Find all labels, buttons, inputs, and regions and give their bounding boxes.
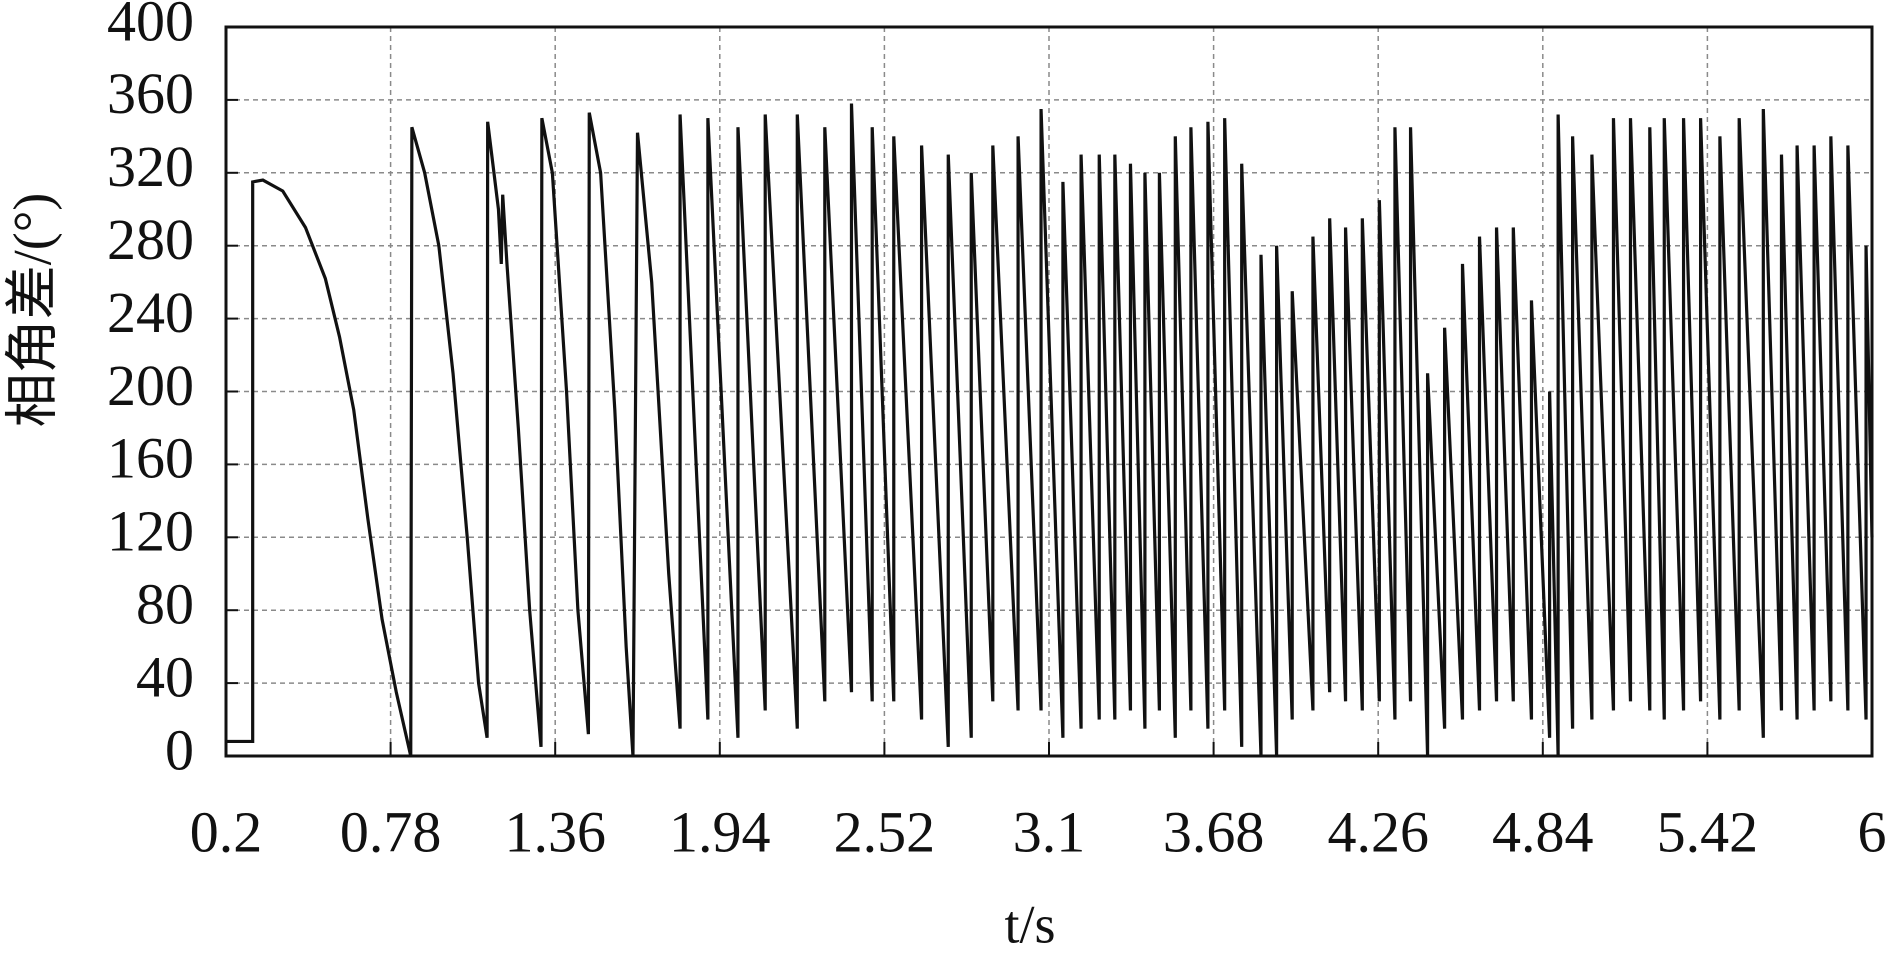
x-tick-label: 1.94 — [669, 799, 771, 864]
x-tick-label: 2.52 — [834, 799, 936, 864]
grid — [225, 26, 1873, 757]
y-tick-label: 120 — [107, 499, 194, 564]
x-tick-label: 3.1 — [1013, 799, 1086, 864]
y-tick-label: 320 — [107, 134, 194, 199]
x-tick-label: 4.84 — [1492, 799, 1594, 864]
y-tick-label: 280 — [107, 207, 194, 272]
labels: 0 40 80 120 160 200 240 280 320 360 400 0.2 0.78 1.36… — [107, 0, 1887, 864]
y-tick-label: 400 — [107, 0, 194, 53]
data-line — [226, 103, 1874, 757]
y-tick-label: 80 — [136, 572, 194, 637]
x-tick-label: 3.68 — [1163, 799, 1265, 864]
y-tick-label: 40 — [136, 644, 194, 709]
y-tick-label: 160 — [107, 426, 194, 491]
plot-lines — [226, 103, 1874, 757]
x-tick-label: 1.36 — [504, 799, 606, 864]
x-tick-label: 4.26 — [1327, 799, 1429, 864]
y-tick-label: 240 — [107, 280, 194, 345]
y-axis-title: 相角差/(°) — [2, 193, 62, 428]
x-tick-label: 6 — [1858, 799, 1887, 864]
x-axis-title: t/s — [1004, 894, 1055, 954]
x-tick-label: 5.42 — [1657, 799, 1759, 864]
x-tick-label: 0.78 — [340, 799, 442, 864]
y-tick-label: 360 — [107, 61, 194, 126]
y-tick-label: 200 — [107, 353, 194, 418]
y-tick-label: 0 — [165, 717, 194, 782]
x-tick-label: 0.2 — [190, 799, 263, 864]
